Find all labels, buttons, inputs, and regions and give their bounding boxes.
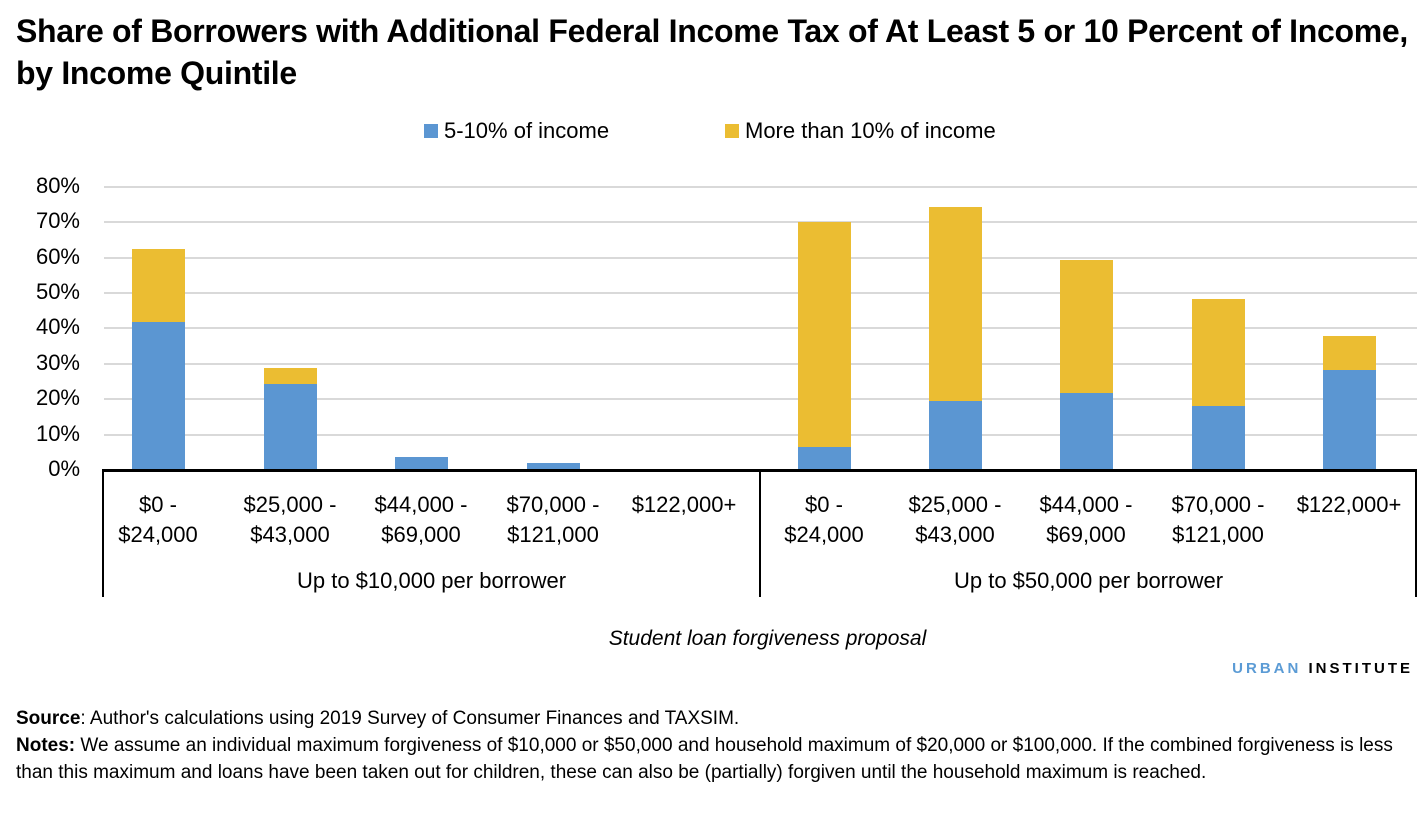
group-label: Up to $10,000 per borrower (296, 568, 567, 593)
bar-segment-over-10 (131, 249, 185, 323)
bar-segment-over-10 (1059, 260, 1113, 393)
notes-label: Notes: (16, 735, 76, 756)
category-label-line2: $69,000 (381, 522, 461, 547)
category-label-line2: $69,000 (1046, 522, 1126, 547)
y-tick-label: 60% (35, 243, 80, 269)
legend-swatch-blue-icon (424, 124, 438, 138)
gridline (104, 398, 1417, 401)
bar-segment-over-10 (1322, 336, 1376, 371)
y-tick-label: 50% (35, 279, 80, 304)
category-label: $44,000 - $69,000 (1021, 490, 1151, 550)
bar-segment-5-10 (1322, 370, 1376, 470)
category-label-line1: $0 - (139, 492, 177, 517)
bar-segment-over-10 (797, 222, 851, 447)
group-divider-left (102, 469, 104, 597)
bar-segment-over-10 (263, 368, 317, 384)
chart-title: Share of Borrowers with Additional Feder… (16, 13, 1408, 91)
gridline (104, 292, 1417, 294)
category-label-line1: $70,000 - (1171, 492, 1265, 517)
y-tick-label: 30% (35, 349, 80, 375)
category-label: $122,000+ (1284, 490, 1414, 520)
gridline (104, 221, 1417, 224)
legend-label: More than 10% of income (745, 118, 996, 143)
category-label: $25,000 - $43,000 (890, 490, 1020, 550)
bar-segment-5-10 (1059, 392, 1113, 470)
y-tick-label: 10% (35, 420, 80, 446)
source-text: : Author's calculations using 2019 Surve… (80, 708, 740, 729)
category-label-line1: $25,000 - (243, 492, 337, 517)
group-divider-middle (759, 469, 761, 597)
source-label: Source (16, 708, 81, 729)
category-label: $0 - $24,000 (759, 490, 889, 550)
category-label-line2: $121,000 (507, 522, 599, 547)
category-label-line2: $24,000 (784, 522, 864, 547)
bar-segment-5-10 (526, 462, 580, 470)
legend: 5-10% of income More than 10% of income (0, 118, 1427, 148)
y-tick-label: 0% (48, 456, 80, 481)
category-label: $70,000 - $121,000 (1153, 490, 1283, 550)
category-label-line2: $24,000 (118, 522, 198, 547)
category-label: $44,000 - $69,000 (356, 490, 486, 550)
category-label-line2: $43,000 (250, 522, 330, 547)
y-tick-label: 20% (35, 385, 80, 411)
gridline (104, 433, 1417, 436)
bar-segment-5-10 (797, 446, 851, 470)
brand-institute: INSTITUTE (1308, 660, 1413, 677)
gridline (104, 256, 1417, 259)
category-label: $0 - $24,000 (93, 490, 223, 550)
category-label-line1: $122,000+ (1296, 492, 1402, 517)
notes-line: Notes: We assume an individual maximum f… (16, 732, 1416, 786)
legend-label: 5-10% of income (444, 118, 610, 143)
bar-segment-5-10 (928, 400, 982, 470)
category-label: $25,000 - $43,000 (225, 490, 355, 550)
bar-segment-over-10 (1191, 299, 1245, 406)
gridline (104, 362, 1417, 365)
category-label-line2: $121,000 (1172, 522, 1264, 547)
bar-segment-5-10 (394, 456, 448, 470)
category-label-line2: $43,000 (915, 522, 995, 547)
legend-item-over-10: More than 10% of income (725, 118, 996, 144)
bar-segment-5-10 (1191, 405, 1245, 470)
category-label: $70,000 - $121,000 (488, 490, 618, 550)
brand-urban: URBAN (1232, 660, 1302, 677)
group-label: Up to $50,000 per borrower (953, 568, 1224, 593)
urban-institute-logo: URBAN INSTITUTE (1232, 660, 1413, 677)
category-label: $122,000+ (619, 490, 749, 520)
x-axis-title: Student loan forgiveness proposal (608, 627, 927, 650)
bar-segment-5-10 (131, 322, 185, 470)
y-tick-label: 70% (35, 208, 80, 234)
bar-segment-over-10 (928, 206, 982, 401)
category-label-line1: $0 - (805, 492, 843, 517)
legend-swatch-yellow-icon (725, 124, 739, 138)
gridline (104, 185, 1417, 188)
category-label-line1: $122,000+ (631, 492, 737, 517)
category-label-line1: $70,000 - (506, 492, 600, 517)
notes-text: We assume an individual maximum forgiven… (16, 735, 1393, 783)
y-tick-label: 40% (35, 314, 80, 340)
category-label-line1: $25,000 - (908, 492, 1002, 517)
y-tick-label: 80% (35, 172, 80, 198)
footer-notes: Source: Author's calculations using 2019… (16, 705, 1416, 786)
category-label-line1: $44,000 - (1039, 492, 1133, 517)
source-line: Source: Author's calculations using 2019… (16, 705, 1416, 732)
category-label-line1: $44,000 - (374, 492, 468, 517)
bar-segment-5-10 (263, 383, 317, 470)
legend-item-5-10: 5-10% of income (424, 118, 609, 144)
gridline (104, 327, 1417, 330)
group-divider-right (1415, 469, 1417, 597)
